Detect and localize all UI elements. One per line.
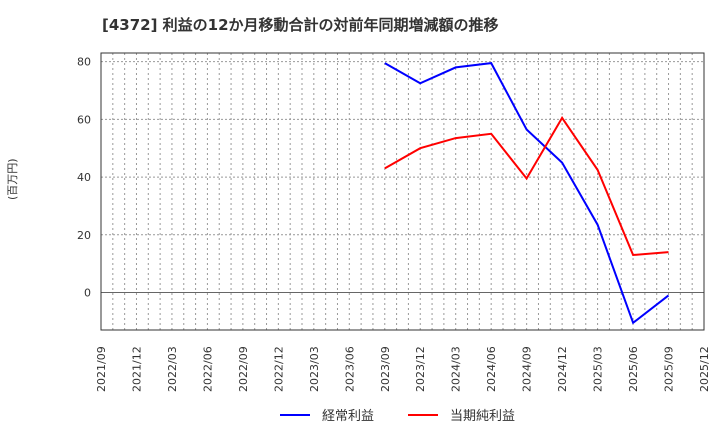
series-line <box>384 62 670 325</box>
legend-label: 経常利益 <box>322 409 375 424</box>
y-tick-label: 60 <box>77 113 91 126</box>
x-tick-label: 2023/03 <box>308 346 321 392</box>
x-tick-label: 2023/09 <box>379 346 392 392</box>
x-tick-label: 2025/12 <box>698 346 711 392</box>
x-tick-label: 2024/12 <box>556 346 569 392</box>
legend-item-net-profit: 当期純利益 <box>408 405 515 424</box>
y-tick-label: 20 <box>77 229 91 242</box>
series-line <box>384 116 669 257</box>
legend-label: 当期純利益 <box>450 409 516 424</box>
x-tick-label: 2022/06 <box>201 346 214 392</box>
y-tick-label: 0 <box>84 286 91 299</box>
x-tick-label: 2024/03 <box>450 346 463 392</box>
x-tick-label: 2024/06 <box>485 346 498 392</box>
x-tick-label: 2022/09 <box>237 346 250 392</box>
legend-item-ordinary-profit: 経常利益 <box>280 405 374 424</box>
chart-title: [4372] 利益の12か月移動合計の対前年同期増減額の推移 <box>102 16 499 34</box>
x-tick-label: 2025/03 <box>592 346 605 392</box>
x-tick-label: 2021/09 <box>95 346 108 392</box>
x-tick-label: 2024/09 <box>521 346 534 392</box>
x-tick-label: 2025/09 <box>663 346 676 392</box>
x-tick-label: 2021/12 <box>130 346 143 392</box>
x-tick-label: 2025/06 <box>627 346 640 392</box>
x-tick-label: 2023/06 <box>343 346 356 392</box>
legend-swatch-blue <box>280 413 310 416</box>
x-tick-label: 2022/12 <box>272 346 285 392</box>
y-tick-label: 40 <box>77 171 91 184</box>
x-tick-label: 2022/03 <box>166 346 179 392</box>
legend-swatch-red <box>408 413 438 416</box>
y-tick-label: 80 <box>77 56 91 69</box>
x-tick-label: 2023/12 <box>414 346 427 392</box>
